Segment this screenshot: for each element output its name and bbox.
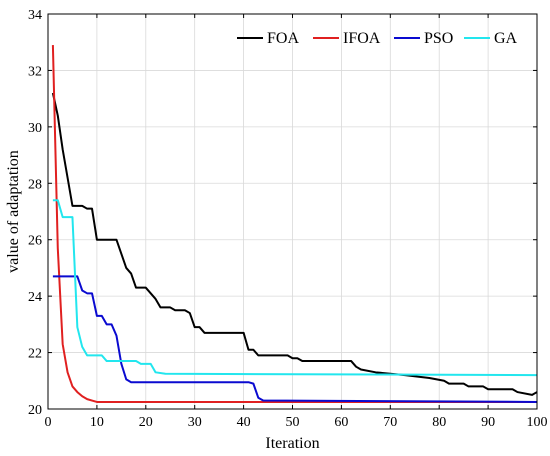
y-tick-label: 26 [28, 234, 42, 249]
y-tick-label: 34 [28, 8, 42, 23]
legend-label-pso: PSO [424, 30, 453, 47]
x-tick-label: 0 [45, 415, 52, 430]
y-axis-title: value of adaptation [5, 150, 22, 273]
x-tick-label: 30 [188, 415, 202, 430]
legend-label-ga: GA [494, 30, 518, 47]
y-tick-label: 22 [28, 347, 42, 362]
y-tick-label: 30 [28, 121, 42, 136]
x-tick-label: 20 [139, 415, 153, 430]
series-line-ifoa [51, 45, 537, 403]
y-tick-label: 20 [28, 403, 42, 418]
series-lines [51, 45, 538, 403]
x-tick-label: 10 [90, 415, 104, 430]
legend-label-ifoa: IFOA [343, 30, 381, 47]
x-axis-title: Iteration [265, 435, 319, 452]
tick-labels: 0 10 20 30 40 50 60 70 80 90 100 20 22 24 26 28 30 32 34 [28, 8, 548, 430]
x-tick-label: 50 [286, 415, 300, 430]
legend-label-foa: FOA [267, 30, 299, 47]
x-tick-label: 70 [383, 415, 397, 430]
x-tick-label: 80 [432, 415, 446, 430]
x-tick-label: 60 [334, 415, 348, 430]
x-tick-label: 100 [527, 415, 548, 430]
series-line-pso [52, 275, 538, 403]
grid [48, 14, 537, 409]
y-tick-label: 24 [28, 290, 42, 305]
y-tick-label: 28 [28, 177, 42, 192]
x-tick-label: 40 [237, 415, 251, 430]
y-tick-label: 32 [28, 64, 42, 79]
series-line-ga [52, 199, 538, 377]
axes [47, 13, 538, 410]
legend: FOA IFOA PSO GA [237, 30, 518, 47]
x-tick-label: 90 [481, 415, 495, 430]
series-line-foa [51, 92, 538, 396]
